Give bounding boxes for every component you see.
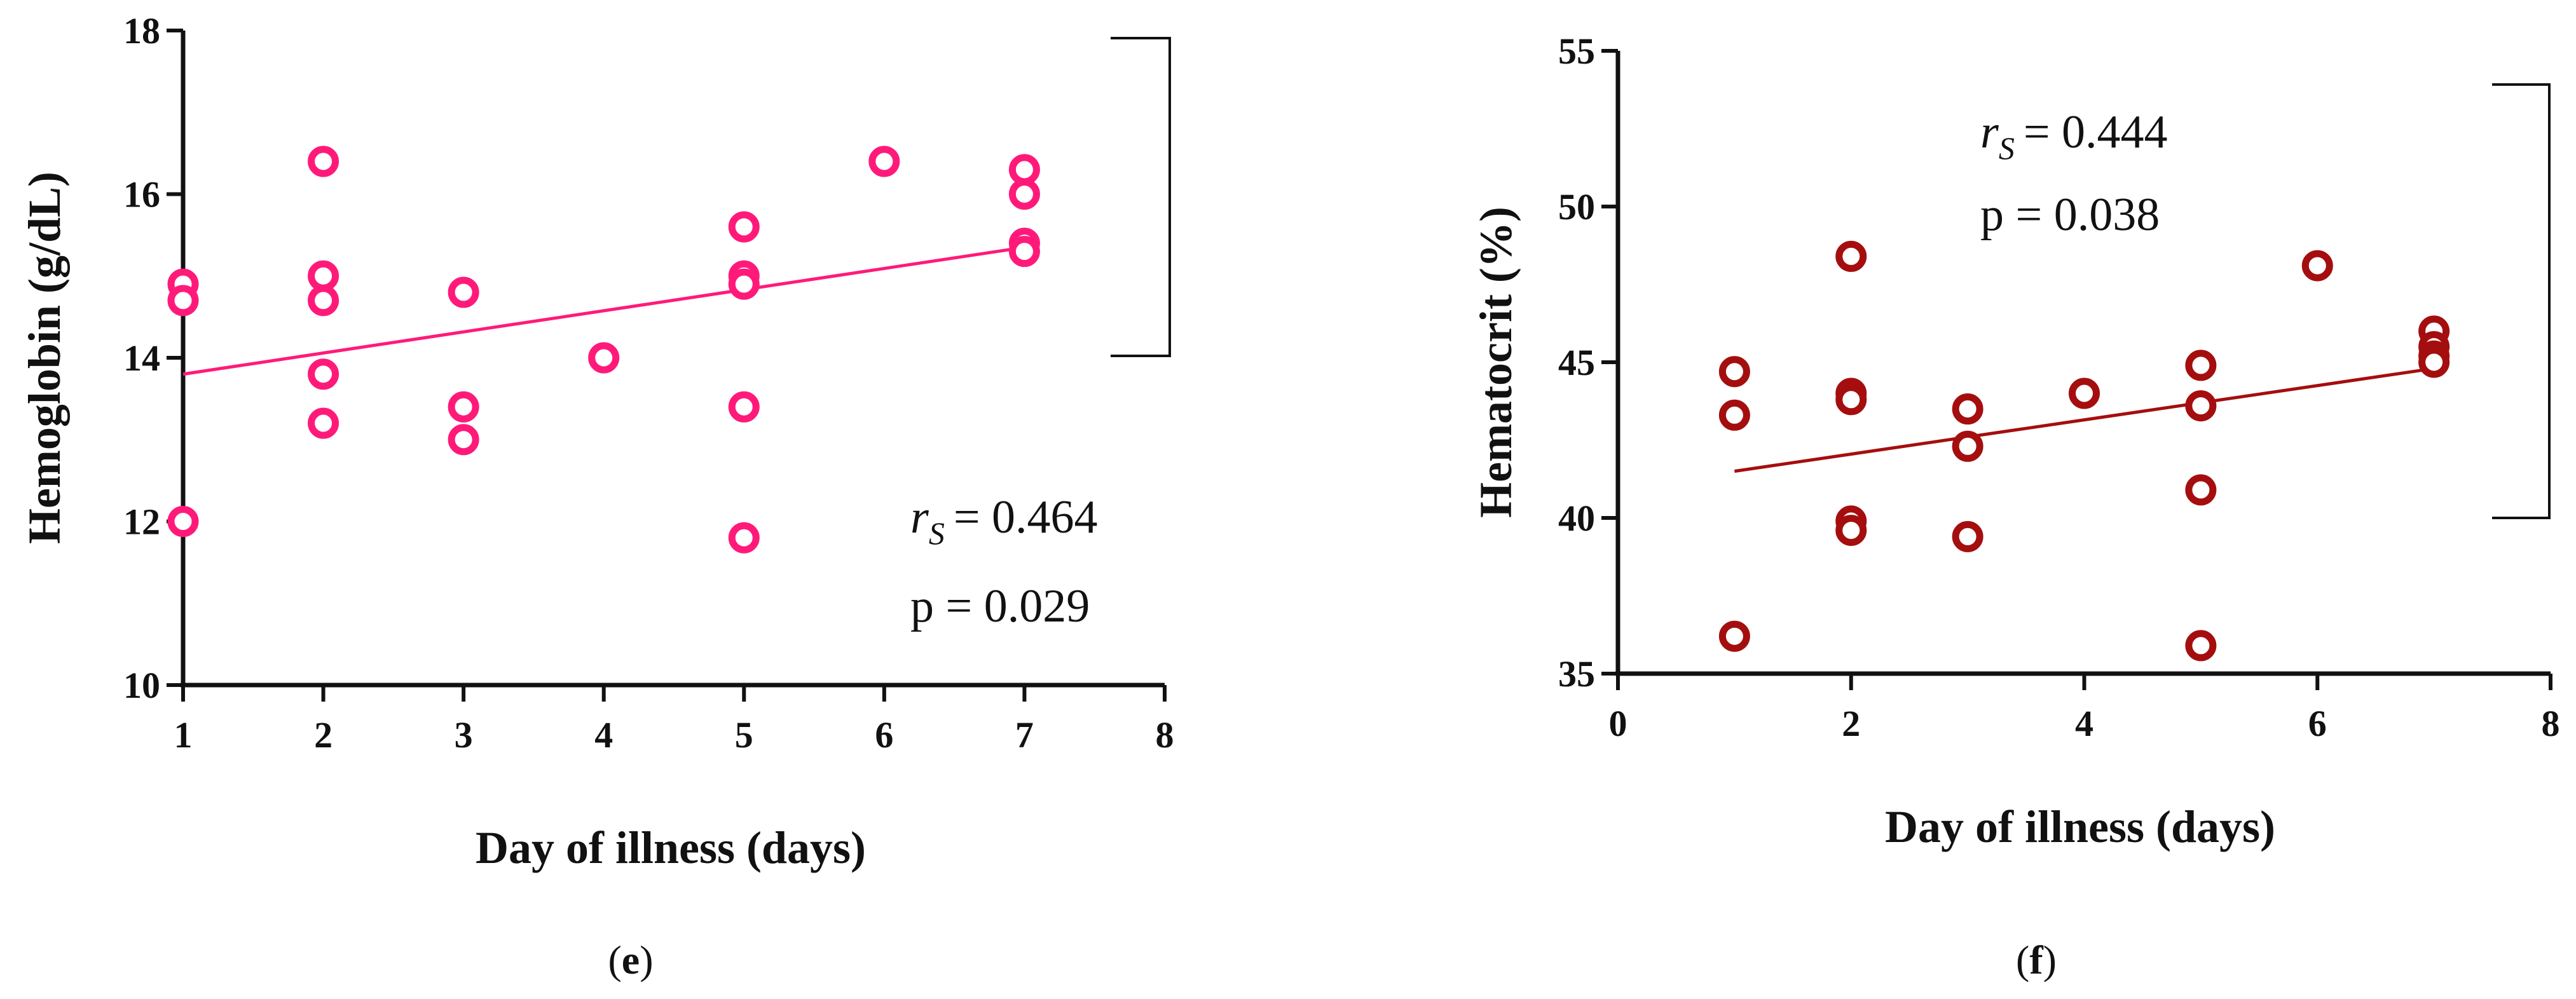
- data-point: [2069, 377, 2100, 409]
- data-point: [1008, 154, 1040, 186]
- x-tick-label: 2: [314, 714, 332, 756]
- y-tick-label: 55: [1558, 31, 1595, 72]
- x-tick-label: 8: [2542, 703, 2560, 744]
- x-tick-label: 4: [594, 714, 613, 756]
- data-point: [1952, 393, 1983, 425]
- data-point: [1952, 520, 1983, 552]
- data-point: [308, 358, 339, 390]
- stat-rs-f: rS = 0.444: [1980, 106, 2168, 166]
- y-tick-label: 14: [123, 337, 160, 379]
- x-tick-label: 8: [1156, 714, 1174, 756]
- y-tick-label: 12: [123, 501, 160, 543]
- data-point: [2301, 250, 2333, 282]
- rs-subscript: S: [929, 515, 945, 551]
- data-point: [1718, 356, 1750, 388]
- data-point: [308, 146, 339, 177]
- data-point: [1008, 179, 1040, 210]
- x-tick-label: 5: [735, 714, 753, 756]
- caption-letter-f: f: [2029, 937, 2043, 982]
- data-point: [308, 260, 339, 292]
- x-tick-label: 0: [1609, 703, 1627, 744]
- y-tick-label: 10: [123, 665, 160, 706]
- x-axis-title-f: Day of illness (days): [1885, 801, 2275, 852]
- data-point: [2185, 390, 2217, 422]
- data-point: [167, 285, 199, 316]
- data-point: [448, 424, 479, 456]
- data-point: [308, 407, 339, 439]
- x-axis-title-e: Day of illness (days): [476, 822, 866, 873]
- caption-letter-e: e: [622, 937, 640, 982]
- f-tick-group: 0 2 4 6 8 35 40 45 50 55: [1558, 31, 2560, 744]
- data-point: [728, 268, 760, 300]
- stat-rs-e: rS = 0.464: [910, 491, 1098, 551]
- data-point: [1835, 515, 1867, 547]
- data-point: [167, 506, 199, 537]
- y-tick-label: 50: [1558, 186, 1595, 228]
- data-point: [1952, 430, 1983, 462]
- data-point: [728, 391, 760, 423]
- e-points-group: [167, 146, 1040, 554]
- caption-e: (e): [608, 937, 653, 982]
- fit-line: [182, 245, 1025, 376]
- data-point: [448, 391, 479, 423]
- data-point: [728, 211, 760, 243]
- f-points-group: [1718, 240, 2450, 662]
- bracket: [1111, 37, 1171, 357]
- stat-p-f: p = 0.038: [1980, 189, 2160, 241]
- y-axis-title-e: Hemoglobin (g/dL): [19, 172, 70, 544]
- rs-value: = 0.464: [954, 491, 1098, 543]
- x-tick-label: 2: [1842, 703, 1860, 744]
- rs-subscript: S: [1999, 130, 2015, 166]
- x-tick-label: 3: [455, 714, 473, 756]
- panel-f: 0 2 4 6 8 35 40 45 50 55 rS = 0.444 p = 0.038 Day …: [1470, 31, 2560, 982]
- data-point: [2185, 474, 2217, 506]
- data-point: [448, 276, 479, 308]
- x-tick-label: 6: [875, 714, 893, 756]
- data-point: [1008, 236, 1040, 268]
- y-axis-title-f: Hematocrit (%): [1470, 207, 1521, 518]
- e-fit-line-group: [182, 245, 1025, 376]
- y-tick-label: 35: [1558, 653, 1595, 695]
- data-point: [1718, 399, 1750, 431]
- x-tick-label: 4: [2075, 703, 2093, 744]
- data-point: [1835, 384, 1867, 416]
- caption-f: (f): [2016, 937, 2057, 982]
- data-point: [1835, 240, 1867, 272]
- rs-value: = 0.444: [2024, 106, 2168, 158]
- x-tick-label: 1: [174, 714, 193, 756]
- f-fit-line-group: [1734, 367, 2434, 473]
- y-tick-label: 16: [123, 174, 160, 215]
- y-tick-label: 45: [1558, 342, 1595, 383]
- data-point: [728, 522, 760, 554]
- x-tick-label: 6: [2308, 703, 2327, 744]
- stat-p-e: p = 0.029: [910, 580, 1090, 632]
- y-tick-label: 40: [1558, 498, 1595, 539]
- data-point: [868, 146, 900, 177]
- fit-line: [1734, 367, 2434, 473]
- data-point: [2418, 346, 2450, 378]
- x-tick-label: 7: [1015, 714, 1034, 756]
- data-point: [1718, 620, 1750, 652]
- data-point: [2185, 630, 2217, 662]
- data-point: [308, 285, 339, 316]
- data-point: [2185, 350, 2217, 381]
- rs-symbol: r: [910, 491, 929, 543]
- data-point: [588, 342, 620, 374]
- rs-symbol: r: [1980, 106, 1999, 158]
- y-tick-label: 18: [123, 10, 160, 51]
- bracket: [2492, 83, 2551, 519]
